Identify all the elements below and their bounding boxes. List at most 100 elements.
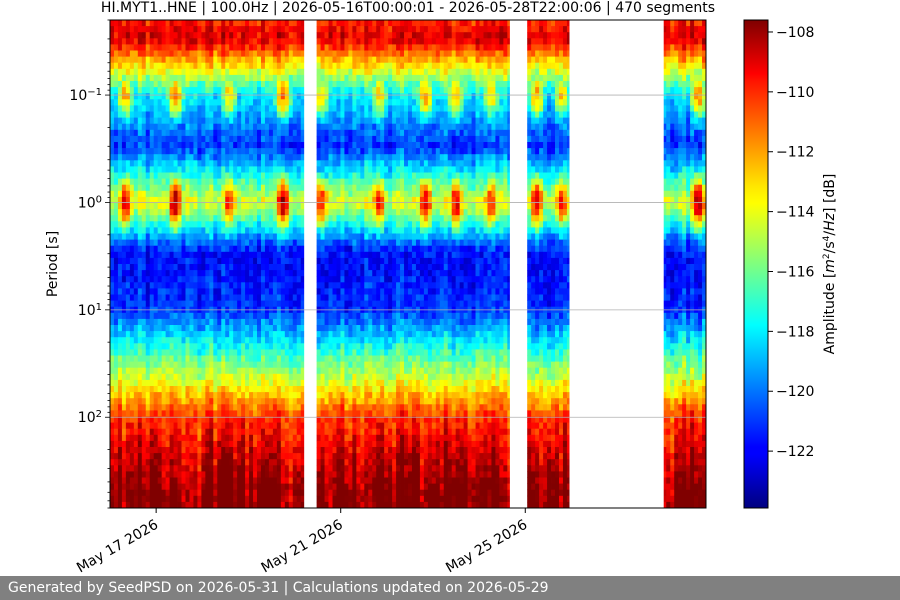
heatmap-cell (276, 154, 282, 161)
heatmap-cell (165, 477, 170, 484)
heatmap-cell (296, 135, 302, 143)
heatmap-cell (316, 142, 321, 149)
heatmap-cell (129, 184, 135, 192)
heatmap-cell (348, 361, 353, 369)
heatmap-cell (288, 264, 294, 271)
heatmap-cell (288, 99, 294, 106)
heatmap-cell (157, 386, 163, 393)
heatmap-cell (233, 215, 238, 222)
heatmap-cell (324, 20, 329, 27)
heatmap-cell (320, 209, 325, 216)
heatmap-cell (276, 196, 282, 204)
heatmap-cell (332, 355, 337, 362)
heatmap-cell (332, 38, 337, 45)
heatmap-cell (332, 93, 337, 100)
heatmap-cell (225, 282, 230, 289)
heatmap-cell (284, 440, 290, 448)
heatmap-cell (209, 410, 214, 417)
heatmap-cell (229, 160, 234, 167)
heatmap-cell (324, 312, 329, 320)
heatmap-cell (268, 203, 274, 210)
heatmap-cell (197, 312, 202, 320)
heatmap-cell (177, 495, 182, 503)
heatmap-cell (316, 227, 321, 234)
heatmap-cell (133, 105, 139, 112)
heatmap-cell (193, 135, 198, 143)
heatmap-cell (197, 501, 202, 509)
heatmap-cell (149, 447, 155, 454)
heatmap-cell (264, 160, 270, 167)
heatmap-cell (161, 410, 167, 417)
heatmap-cell (225, 160, 230, 167)
heatmap-cell (340, 239, 345, 247)
heatmap-cell (300, 135, 306, 143)
heatmap-cell (340, 471, 345, 478)
heatmap-cell (260, 318, 266, 326)
heatmap-cell (300, 483, 306, 491)
heatmap-cell (173, 245, 178, 253)
heatmap-cell (268, 32, 274, 39)
heatmap-cell (284, 105, 290, 112)
heatmap-cell (360, 294, 365, 301)
heatmap-cell (253, 349, 258, 356)
heatmap-cell (352, 50, 357, 57)
heatmap-cell (300, 447, 306, 454)
heatmap-cell (177, 422, 182, 430)
heatmap-cell (348, 337, 353, 344)
heatmap-cell (364, 300, 369, 308)
heatmap-cell (316, 99, 321, 106)
heatmap-cell (221, 288, 226, 295)
heatmap-cell (257, 489, 262, 497)
heatmap-cell (332, 318, 337, 326)
heatmap-cell (153, 215, 159, 222)
heatmap-cell (257, 74, 262, 82)
heatmap-cell (110, 404, 115, 411)
heatmap-cell (137, 203, 143, 210)
heatmap-cell (344, 50, 349, 57)
heatmap-cell (324, 373, 329, 381)
heatmap-cell (340, 404, 345, 411)
heatmap-cell (356, 489, 361, 497)
heatmap-cell (185, 270, 190, 277)
heatmap-cell (185, 483, 190, 491)
heatmap-cell (181, 325, 186, 332)
heatmap-cell (364, 404, 369, 411)
heatmap-cell (217, 111, 222, 118)
heatmap-cell (356, 471, 361, 478)
heatmap-cell (173, 87, 178, 94)
heatmap-cell (336, 325, 341, 332)
heatmap-cell (356, 373, 361, 381)
heatmap-cell (280, 99, 286, 106)
heatmap-cell (340, 123, 345, 131)
heatmap-cell (221, 312, 226, 320)
heatmap-cell (153, 318, 159, 326)
heatmap-cell (257, 410, 262, 417)
heatmap-cell (253, 465, 258, 472)
heatmap-cell (213, 148, 218, 155)
heatmap-cell (344, 355, 349, 362)
heatmap-cell (264, 99, 270, 106)
heatmap-cell (280, 312, 286, 320)
heatmap-cell (249, 325, 254, 332)
heatmap-cell (356, 50, 361, 57)
heatmap-cell (336, 87, 341, 94)
heatmap-cell (245, 349, 250, 356)
heatmap-cell (356, 215, 361, 222)
heatmap-cell (344, 404, 349, 411)
heatmap-cell (320, 38, 325, 45)
heatmap-cell (177, 20, 182, 27)
heatmap-cell (117, 459, 123, 466)
heatmap-cell (320, 294, 325, 301)
heatmap-cell (161, 422, 167, 430)
heatmap-cell (121, 477, 127, 484)
heatmap-cell (141, 483, 147, 491)
heatmap-cell (221, 154, 226, 161)
heatmap-cell (292, 294, 298, 301)
heatmap-cell (245, 196, 250, 204)
heatmap-cell (169, 276, 174, 283)
heatmap-cell (264, 44, 270, 51)
heatmap-cell (185, 367, 190, 375)
heatmap-cell (332, 32, 337, 39)
heatmap-cell (272, 379, 278, 387)
heatmap-cell (268, 129, 274, 137)
